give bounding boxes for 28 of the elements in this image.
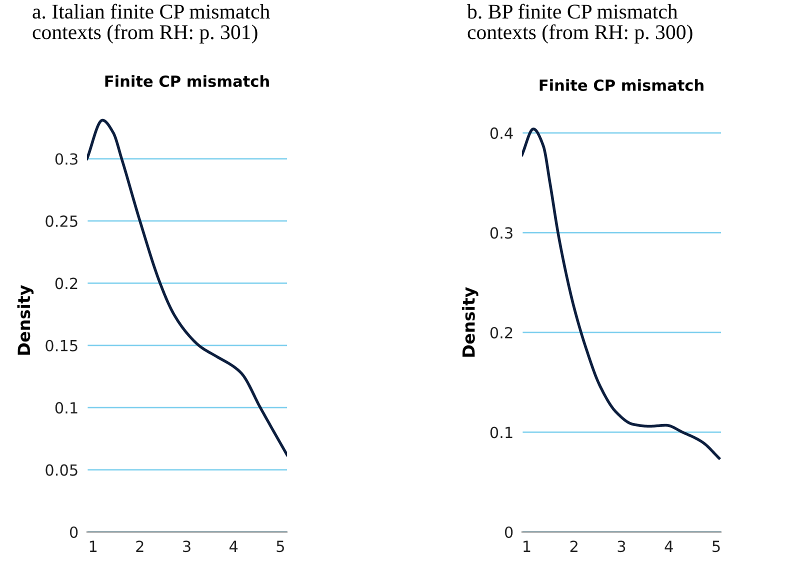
y-axis-title: Density	[462, 287, 478, 357]
chart-subtitle: Finite CP mismatch	[540, 79, 704, 91]
y-tick-label: 0	[70, 526, 78, 538]
y-tick-label: 0.3	[55, 153, 78, 165]
x-tick-label: 4	[664, 540, 673, 552]
x-tick-label: 1	[90, 540, 97, 552]
y-tick-label: 0.3	[490, 227, 512, 239]
chart-title: a. Italian finite CP mismatch contexts (from RH: p. 301)	[32, 4, 270, 44]
y-tick-label: 0.05	[46, 464, 78, 476]
x-tick-label: 1	[524, 540, 530, 552]
chart-title: b. BP finite CP mismatch contexts (from RH: p. 300)	[467, 4, 692, 44]
y-tick-label: 0.1	[490, 426, 512, 438]
x-tick-label: 4	[229, 540, 238, 552]
y-axis-title: Density	[17, 285, 34, 355]
chart-subtitle: Finite CP mismatch	[105, 75, 269, 87]
x-tick-label: 5	[276, 540, 284, 552]
x-tick-label: 3	[183, 540, 190, 552]
y-tick-label: 0.4	[490, 127, 513, 139]
y-tick-label: 0.2	[55, 278, 78, 290]
y-tick-label: 0.15	[46, 340, 78, 352]
x-tick-label: 3	[618, 540, 626, 552]
x-tick-label: 2	[570, 540, 578, 552]
x-tick-label: 2	[136, 540, 144, 552]
y-tick-label: 0	[504, 526, 513, 538]
y-tick-label: 0.2	[490, 326, 512, 338]
x-tick-label: 5	[712, 540, 720, 552]
y-tick-label: 0.25	[46, 215, 78, 227]
y-tick-label: 0.1	[55, 402, 78, 414]
